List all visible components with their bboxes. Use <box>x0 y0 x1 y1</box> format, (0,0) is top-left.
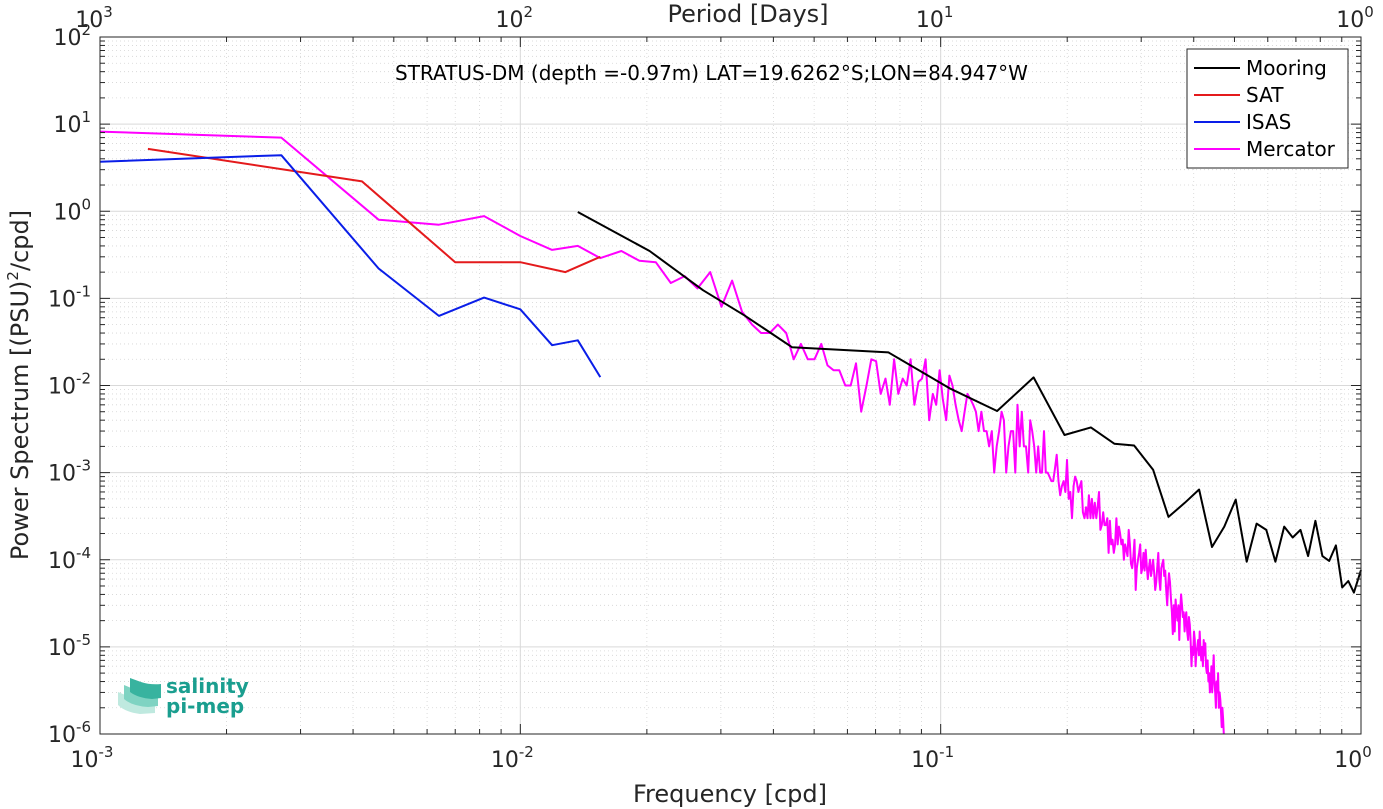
series-line-sat <box>147 147 601 274</box>
logo-text-salinity: salinity <box>166 674 249 698</box>
series-line-mercator <box>99 130 1225 735</box>
legend-label-isas: ISAS <box>1246 110 1291 134</box>
chart-annotation: STRATUS-DM (depth =-0.97m) LAT=19.6262°S… <box>395 61 1028 85</box>
y-axis-label: Power Spectrum [(PSU)2/cpd] <box>4 210 34 560</box>
logo-wave-3 <box>130 678 161 699</box>
salinity-pi-mep-logo: salinity pi-mep <box>118 674 249 718</box>
top-tick-label: 100 <box>1336 3 1374 33</box>
y-tick-label: 10-3 <box>48 457 91 487</box>
y-tick-label: 101 <box>53 108 91 138</box>
legend: Mooring SAT ISAS Mercator <box>1186 48 1349 169</box>
legend-label-sat: SAT <box>1246 83 1284 107</box>
y-tick-label: 10-4 <box>48 544 91 574</box>
y-tick-label: 10-2 <box>48 370 91 400</box>
x-tick-label: 10-3 <box>71 743 114 773</box>
series-line-mooring <box>577 211 1362 594</box>
x-axis-label: Frequency [cpd] <box>633 780 827 808</box>
series-layer <box>99 130 1362 735</box>
x-tick-label: 100 <box>1334 743 1372 773</box>
top-tick-label: 103 <box>75 3 113 33</box>
y-tick-label: 102 <box>53 21 91 51</box>
legend-label-mercator: Mercator <box>1246 137 1336 161</box>
y-tick-label: 10-6 <box>48 718 91 748</box>
series-line-isas <box>99 154 602 378</box>
legend-label-mooring: Mooring <box>1246 56 1327 80</box>
x-tick-label: 10-1 <box>911 743 954 773</box>
top-x-axis-label: Period [Days] <box>667 0 828 28</box>
top-tick-label: 102 <box>496 3 534 33</box>
logo-text-pi-mep: pi-mep <box>166 694 244 718</box>
top-tick-label: 101 <box>916 3 954 33</box>
x-tick-label: 10-2 <box>491 743 534 773</box>
y-tick-label: 10-1 <box>48 282 91 312</box>
y-tick-label: 100 <box>53 195 91 225</box>
axis-ticks <box>99 36 1362 735</box>
y-tick-label: 10-5 <box>48 631 91 661</box>
